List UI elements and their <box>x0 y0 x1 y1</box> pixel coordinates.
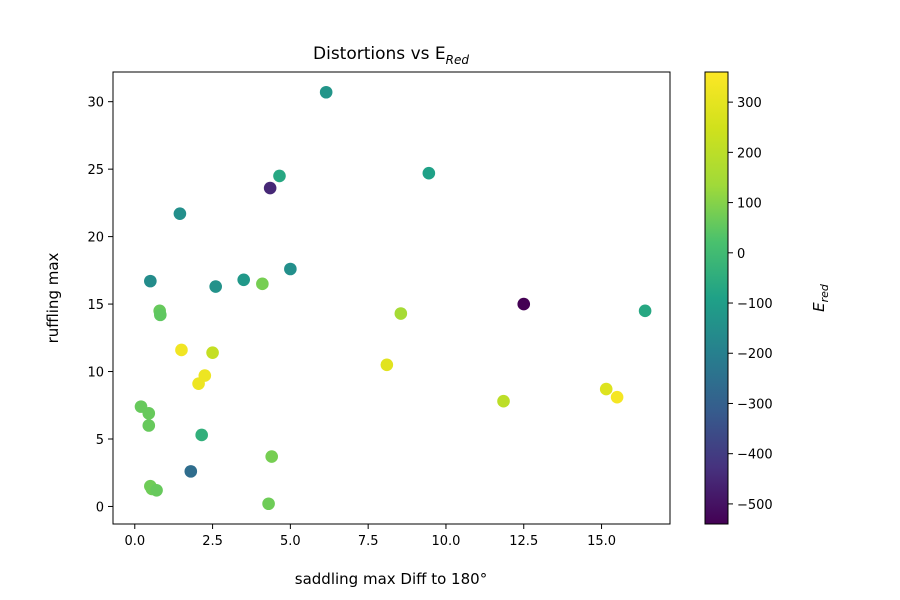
plot-area <box>112 71 671 525</box>
x-tick-label: 2.5 <box>202 534 223 549</box>
data-point <box>599 382 613 396</box>
y-tick-label: 15 <box>87 298 104 313</box>
colorbar-tick-label: 0 <box>737 247 745 262</box>
colorbar-tick-label: 300 <box>737 96 762 111</box>
data-point <box>175 343 188 357</box>
data-point <box>237 273 250 287</box>
data-point <box>142 407 156 420</box>
data-point <box>284 262 297 276</box>
colorbar-axis: 300 200 100 0 −100 −200 −300 −400 −500 <box>728 96 773 513</box>
data-point <box>265 450 278 463</box>
data-point <box>184 465 198 478</box>
data-point <box>153 308 167 322</box>
colorbar-tick-label: −400 <box>737 448 773 463</box>
x-tick-label: 12.5 <box>509 534 538 549</box>
colorbar-title: Ered <box>810 283 831 312</box>
y-tick-label: 20 <box>87 231 104 246</box>
data-point <box>638 304 652 318</box>
data-point <box>150 483 163 497</box>
y-tick-label: 30 <box>87 96 104 111</box>
data-point <box>173 207 187 220</box>
data-point <box>195 428 208 442</box>
data-point <box>610 390 624 404</box>
x-tick-label: 7.5 <box>358 534 379 549</box>
y-tick-label: 5 <box>96 433 104 448</box>
y-tick-label: 10 <box>87 366 104 381</box>
data-point <box>422 166 436 180</box>
chart-title: Distortions vs ERed <box>313 44 469 67</box>
x-tick-label: 0.0 <box>124 534 145 549</box>
data-point <box>380 358 394 372</box>
x-tick-label: 10.0 <box>431 534 460 549</box>
colorbar-tick-label: −300 <box>737 397 773 412</box>
data-point <box>497 394 510 408</box>
colorbar-tick-label: −500 <box>737 498 773 513</box>
data-point <box>262 497 275 511</box>
data-point <box>206 346 219 359</box>
colorbar-tick-label: 100 <box>737 197 762 212</box>
data-point <box>263 181 277 195</box>
colorbar <box>704 71 729 525</box>
x-tick-label: 5.0 <box>280 534 301 549</box>
colorbar-tick-label: −200 <box>737 347 773 362</box>
y-tick-label: 25 <box>87 163 104 178</box>
data-point <box>209 280 222 293</box>
x-axis: 0.0 2.5 5.0 7.5 10.0 12.5 15.0 <box>124 524 616 549</box>
colorbar-tick-label: 200 <box>737 146 762 161</box>
data-point <box>256 277 269 291</box>
colorbar-tick-label: −100 <box>737 297 773 312</box>
data-point <box>273 169 286 183</box>
x-axis-title: saddling max Diff to 180° <box>295 570 487 588</box>
data-point <box>144 274 157 288</box>
data-point <box>394 307 408 320</box>
y-tick-label: 0 <box>96 500 104 515</box>
data-point <box>517 297 531 311</box>
x-tick-label: 15.0 <box>587 534 616 549</box>
data-point <box>142 419 156 432</box>
data-point <box>319 85 333 99</box>
data-points <box>134 85 652 511</box>
y-axis-title: ruffling max <box>44 252 62 343</box>
y-axis: 0 5 10 15 20 25 30 <box>87 96 113 515</box>
data-point <box>192 377 205 390</box>
